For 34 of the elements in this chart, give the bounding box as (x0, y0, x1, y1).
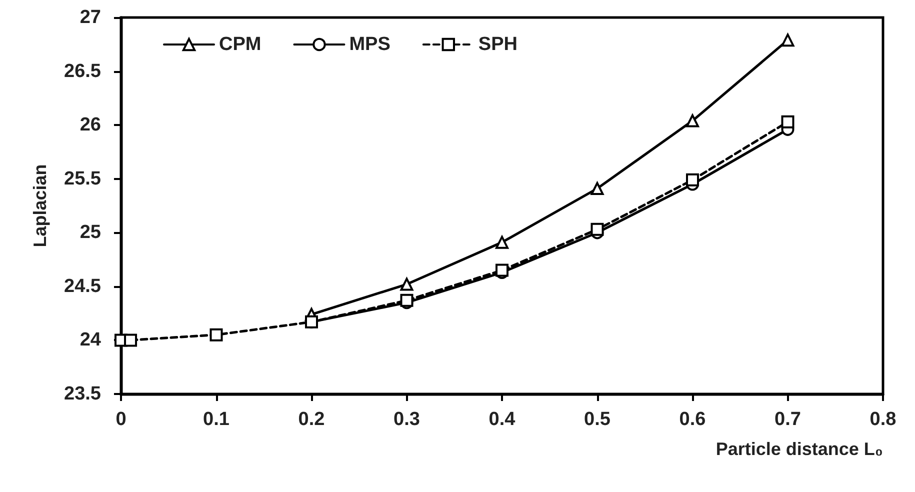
legend-label: CPM (219, 34, 262, 55)
point (496, 236, 508, 249)
point (781, 115, 794, 128)
x-tick-label: 0.6 (679, 409, 706, 430)
x-tick-label: 0.5 (584, 409, 611, 430)
y-tick-label: 27 (80, 7, 101, 28)
y-tick-label: 24 (80, 330, 102, 351)
point (305, 315, 318, 328)
point (590, 222, 604, 236)
point (124, 334, 138, 347)
x-tick-label: 0.2 (298, 409, 325, 430)
x-tick-label: 0.7 (774, 409, 801, 430)
x-tick-label: 0.4 (488, 409, 516, 430)
x-tick-label: 0 (116, 409, 126, 430)
x-tick-label: 0.1 (203, 409, 230, 430)
y-tick-label: 26.5 (64, 60, 102, 82)
point (686, 173, 699, 186)
legend-label: SPH (478, 34, 518, 55)
x-tick-label: 0.3 (394, 409, 420, 430)
x-tick-label: 0.8 (870, 409, 896, 430)
y-tick-label: 23.5 (64, 384, 102, 404)
point (210, 328, 223, 342)
point (686, 114, 699, 128)
point (590, 182, 604, 196)
y-tick-label: 25 (80, 222, 102, 244)
legend-label: MPS (349, 34, 390, 55)
x-axis-title: Particle distance L₀ (716, 439, 883, 459)
y-tick-label: 24.5 (64, 276, 102, 297)
point (400, 278, 414, 291)
point (400, 294, 414, 307)
point (781, 34, 794, 47)
y-tick-label: 26 (80, 114, 101, 136)
y-tick-label: 25.5 (64, 168, 102, 190)
y-axis-title: Laplacian (30, 164, 50, 248)
